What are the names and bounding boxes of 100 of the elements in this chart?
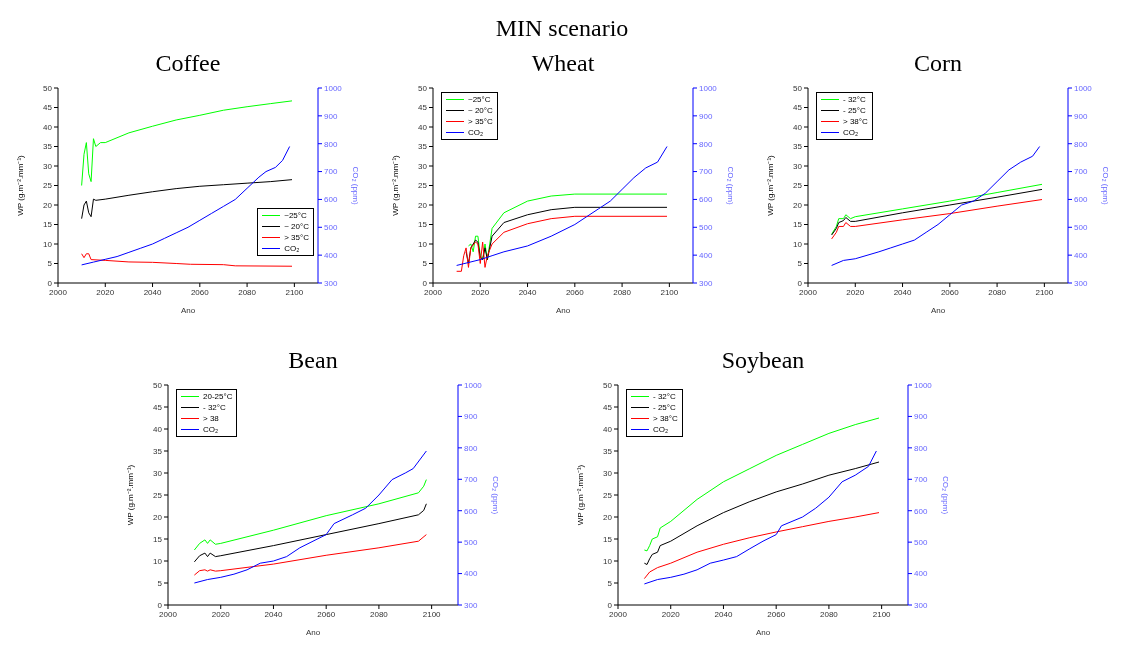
line-series xyxy=(193,503,427,563)
legend-label: 20-25°C xyxy=(203,391,233,402)
y-axis-title: WP (g.m⁻².mm⁻¹) xyxy=(125,464,135,526)
y-tick-label: 15 xyxy=(418,220,428,230)
y-axis-title: WP (g.m⁻².mm⁻¹) xyxy=(575,464,585,526)
y-tick-label: 10 xyxy=(793,239,803,249)
y-tick-label: 40 xyxy=(418,122,428,132)
y2-tick-label: 300 xyxy=(699,278,713,288)
y-tick-label: 35 xyxy=(603,446,613,456)
y2-tick-label: 600 xyxy=(699,195,713,205)
y-axis-title: WP (g.m⁻².mm⁻¹) xyxy=(15,154,25,216)
y-tick-label: 0 xyxy=(157,600,163,610)
y2-tick-label: 700 xyxy=(1074,167,1088,177)
y-tick-label: 25 xyxy=(418,181,428,191)
legend-label: CO₂ xyxy=(468,127,484,138)
y2-tick-label: 700 xyxy=(464,475,478,485)
y-tick-label: 50 xyxy=(793,83,803,93)
y-tick-label: 5 xyxy=(422,259,428,269)
legend-label: CO₂ xyxy=(653,424,669,435)
legend-label: ~ 20°C xyxy=(284,221,309,232)
y2-tick-label: 600 xyxy=(324,195,338,205)
y-tick-label: 20 xyxy=(153,512,163,522)
y-tick-label: 10 xyxy=(153,556,163,566)
x-tick-label: 2040 xyxy=(518,287,537,297)
x-axis-title: Ano xyxy=(755,628,771,637)
x-tick-label: 2040 xyxy=(143,287,162,297)
y2-tick-label: 700 xyxy=(699,167,713,177)
y2-tick-label: 800 xyxy=(464,443,478,453)
y-tick-label: 0 xyxy=(797,278,803,288)
x-axis-title: Ano xyxy=(555,306,571,315)
y2-tick-label: 900 xyxy=(464,412,478,422)
y-tick-label: 25 xyxy=(793,181,803,191)
y2-tick-label: 900 xyxy=(914,412,928,422)
chart-title: Soybean xyxy=(720,346,806,375)
x-tick-label: 2000 xyxy=(159,609,178,619)
y2-tick-label: 900 xyxy=(1074,111,1088,121)
y2-axis-title: CO₂ (ppm) xyxy=(491,475,501,515)
x-tick-label: 2100 xyxy=(872,609,892,619)
legend-label: CO₂ xyxy=(203,424,219,435)
y2-tick-label: 1000 xyxy=(464,380,483,390)
chart-title: Wheat xyxy=(530,49,596,78)
legend-label: ~ 20°C xyxy=(468,105,493,116)
legend-label: - 25°C xyxy=(653,402,676,413)
x-tick-label: 2100 xyxy=(422,609,442,619)
x-tick-label: 2060 xyxy=(190,287,210,297)
y-tick-label: 20 xyxy=(603,512,613,522)
line-series xyxy=(456,215,668,272)
line-series xyxy=(643,512,880,580)
y2-axis-title: CO₂ (ppm) xyxy=(726,166,736,205)
y2-tick-label: 400 xyxy=(914,569,928,579)
line-series xyxy=(643,417,880,552)
y-tick-label: 0 xyxy=(607,600,613,610)
y2-tick-label: 500 xyxy=(914,537,928,547)
x-tick-label: 2020 xyxy=(96,287,115,297)
line-series xyxy=(81,253,293,267)
x-tick-label: 2020 xyxy=(211,609,231,619)
y-tick-label: 35 xyxy=(153,446,163,456)
y-tick-label: 25 xyxy=(153,490,163,500)
legend-label: ~25°C xyxy=(468,94,491,105)
y-axis-title: WP (g.m⁻².mm⁻¹) xyxy=(390,154,400,216)
y-tick-label: 10 xyxy=(418,239,428,249)
y2-tick-label: 500 xyxy=(464,537,478,547)
y-tick-label: 50 xyxy=(418,83,428,93)
x-tick-label: 2040 xyxy=(714,609,733,619)
y2-axis-title: CO₂ (ppm) xyxy=(941,475,951,515)
y2-tick-label: 400 xyxy=(1074,250,1088,260)
y-tick-label: 10 xyxy=(603,556,613,566)
y-tick-label: 45 xyxy=(603,402,613,412)
y2-tick-label: 300 xyxy=(324,278,338,288)
y2-tick-label: 500 xyxy=(1074,223,1088,233)
y-tick-label: 45 xyxy=(153,402,163,412)
y2-tick-label: 300 xyxy=(1074,278,1088,288)
y2-tick-label: 600 xyxy=(464,506,478,516)
line-series xyxy=(831,199,1043,240)
y2-axis-title: CO₂ (ppm) xyxy=(1101,166,1111,205)
x-tick-label: 2040 xyxy=(264,609,283,619)
legend-label: > 38°C xyxy=(843,116,868,127)
y-tick-label: 35 xyxy=(793,142,803,152)
y-tick-label: 35 xyxy=(418,142,428,152)
y2-tick-label: 300 xyxy=(464,600,478,610)
y2-tick-label: 400 xyxy=(699,250,713,260)
x-tick-label: 2000 xyxy=(609,609,628,619)
line-series xyxy=(643,450,877,585)
x-tick-label: 2020 xyxy=(471,287,490,297)
y-tick-label: 40 xyxy=(793,122,803,132)
y-tick-label: 20 xyxy=(418,200,428,210)
y-tick-label: 30 xyxy=(418,161,428,171)
line-series xyxy=(193,479,427,551)
legend-label: CO₂ xyxy=(284,243,300,254)
y-tick-label: 5 xyxy=(47,259,53,269)
y-tick-label: 20 xyxy=(43,200,53,210)
legend-label: > 35°C xyxy=(468,116,493,127)
x-tick-label: 2080 xyxy=(613,287,632,297)
x-tick-label: 2100 xyxy=(660,287,679,297)
x-tick-label: 2000 xyxy=(49,287,68,297)
x-tick-label: 2080 xyxy=(988,287,1007,297)
y-tick-label: 30 xyxy=(43,161,53,171)
x-tick-label: 2020 xyxy=(846,287,865,297)
legend-label: CO₂ xyxy=(843,127,859,138)
x-tick-label: 2040 xyxy=(893,287,912,297)
